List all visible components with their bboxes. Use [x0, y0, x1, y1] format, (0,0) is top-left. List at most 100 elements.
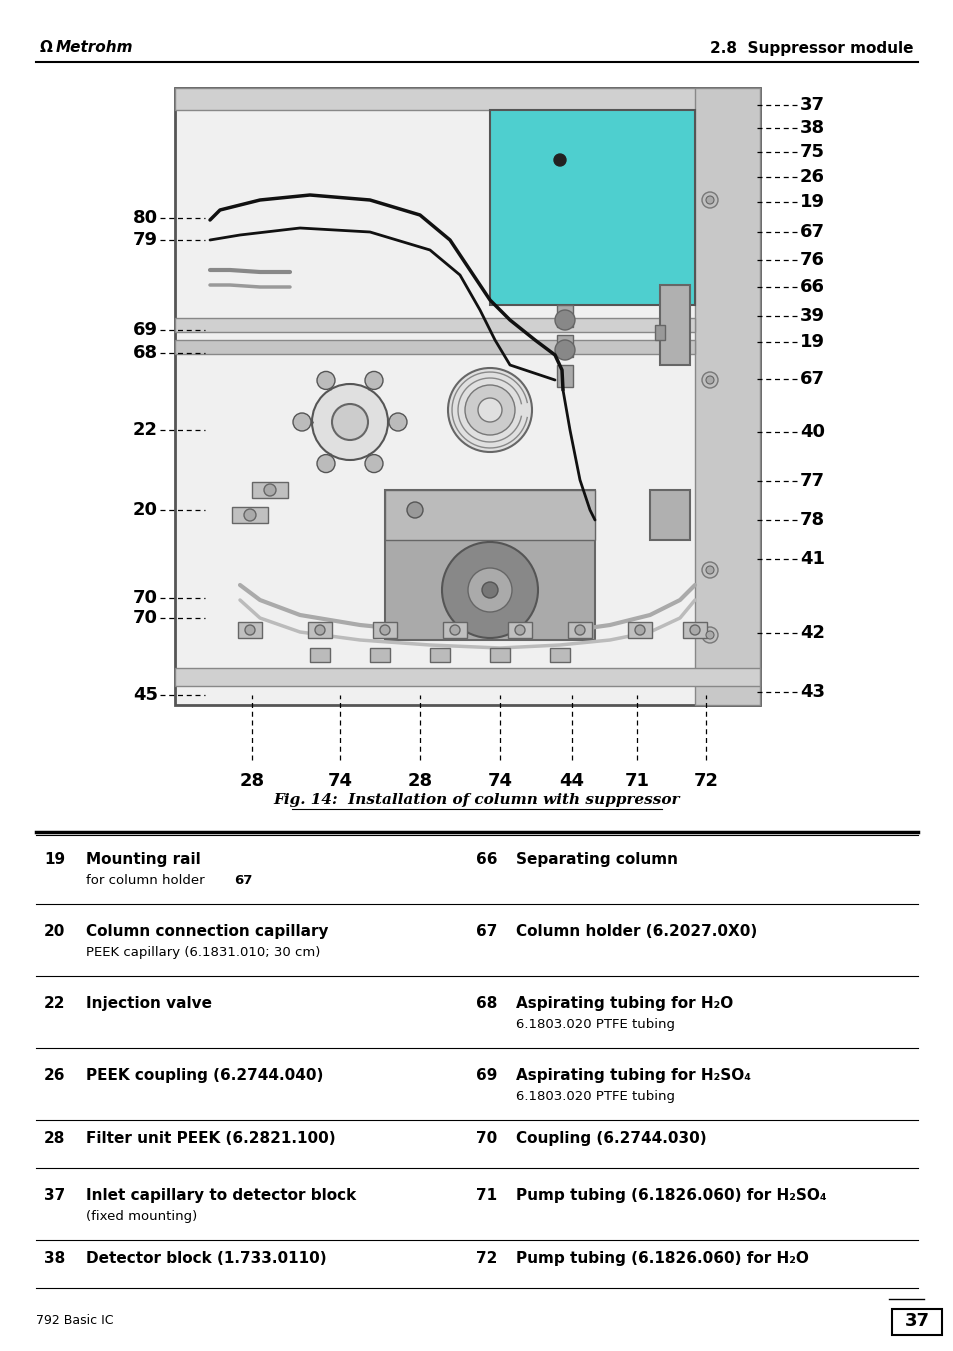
Text: for column holder: for column holder [86, 874, 209, 888]
Text: 792 Basic IC: 792 Basic IC [36, 1315, 113, 1328]
Text: 41: 41 [800, 550, 824, 567]
Text: 40: 40 [800, 423, 824, 440]
Bar [442, 621, 467, 638]
Text: Aspirating tubing for H₂O: Aspirating tubing for H₂O [516, 996, 733, 1011]
Text: Mounting rail: Mounting rail [86, 852, 200, 867]
Text: 20: 20 [44, 924, 66, 939]
Circle shape [705, 631, 713, 639]
Circle shape [705, 376, 713, 384]
Text: 28: 28 [239, 771, 264, 790]
Text: 70: 70 [132, 609, 158, 627]
Circle shape [448, 367, 532, 453]
Bar [659, 285, 689, 365]
Circle shape [481, 582, 497, 598]
Text: 67: 67 [233, 874, 253, 888]
Text: 19: 19 [800, 193, 824, 211]
Bar [557, 365, 573, 386]
Bar [695, 88, 760, 705]
Circle shape [477, 399, 501, 422]
Bar [310, 648, 330, 662]
Text: 6.1803.020 PTFE tubing: 6.1803.020 PTFE tubing [516, 1090, 675, 1104]
Bar [557, 305, 573, 327]
Circle shape [332, 404, 368, 440]
Bar [370, 648, 390, 662]
Text: 72: 72 [476, 1251, 497, 1266]
Circle shape [701, 192, 718, 208]
Text: 38: 38 [44, 1251, 65, 1266]
Bar [655, 326, 664, 340]
Text: 67: 67 [476, 924, 497, 939]
Text: 74: 74 [487, 771, 512, 790]
Text: Ω: Ω [40, 41, 52, 55]
Text: 70: 70 [476, 1131, 497, 1146]
Text: Separating column: Separating column [516, 852, 678, 867]
Bar [627, 621, 651, 638]
Circle shape [705, 196, 713, 204]
Text: Coupling (6.2744.030): Coupling (6.2744.030) [516, 1131, 706, 1146]
Text: Fig. 14:  Installation of column with suppressor: Fig. 14: Installation of column with sup… [274, 793, 679, 807]
Text: PEEK capillary (6.1831.010; 30 cm): PEEK capillary (6.1831.010; 30 cm) [86, 947, 320, 959]
Circle shape [264, 484, 275, 496]
Bar [557, 335, 573, 357]
Circle shape [555, 340, 575, 359]
Text: 76: 76 [800, 251, 824, 269]
Bar [430, 648, 450, 662]
Text: Inlet capillary to detector block: Inlet capillary to detector block [86, 1188, 355, 1202]
Circle shape [635, 626, 644, 635]
Text: Column connection capillary: Column connection capillary [86, 924, 328, 939]
Bar [550, 648, 569, 662]
Bar [490, 648, 510, 662]
Text: 67: 67 [800, 223, 824, 240]
Text: 78: 78 [800, 511, 824, 530]
Text: 45: 45 [132, 686, 158, 704]
Bar [507, 621, 532, 638]
Circle shape [441, 542, 537, 638]
Text: 19: 19 [800, 332, 824, 351]
Text: Detector block (1.733.0110): Detector block (1.733.0110) [86, 1251, 326, 1266]
Circle shape [316, 372, 335, 389]
Text: 79: 79 [132, 231, 158, 249]
Text: 28: 28 [44, 1131, 66, 1146]
Text: 37: 37 [903, 1312, 928, 1329]
Circle shape [554, 154, 565, 166]
Text: PEEK coupling (6.2744.040): PEEK coupling (6.2744.040) [86, 1067, 323, 1084]
Text: Aspirating tubing for H₂SO₄: Aspirating tubing for H₂SO₄ [516, 1067, 750, 1084]
Text: 66: 66 [800, 278, 824, 296]
Text: 67: 67 [800, 370, 824, 388]
Text: 74: 74 [327, 771, 352, 790]
Text: 26: 26 [800, 168, 824, 186]
Text: 37: 37 [800, 96, 824, 113]
Text: 70: 70 [132, 589, 158, 607]
Text: Column holder (6.2027.0X0): Column holder (6.2027.0X0) [516, 924, 757, 939]
Text: Injection valve: Injection valve [86, 996, 212, 1011]
Bar [252, 482, 288, 499]
Text: 69: 69 [132, 322, 158, 339]
Circle shape [245, 626, 254, 635]
Circle shape [464, 385, 515, 435]
Bar [308, 621, 332, 638]
Bar [232, 507, 268, 523]
Text: 77: 77 [800, 471, 824, 490]
Bar [490, 109, 695, 305]
Text: 71: 71 [624, 771, 649, 790]
Circle shape [515, 626, 524, 635]
Circle shape [314, 626, 325, 635]
Bar [682, 621, 706, 638]
Circle shape [293, 413, 311, 431]
Circle shape [316, 454, 335, 473]
Text: 43: 43 [800, 684, 824, 701]
Circle shape [701, 372, 718, 388]
Text: 22: 22 [132, 422, 158, 439]
Circle shape [575, 626, 584, 635]
Text: 22: 22 [44, 996, 66, 1011]
Circle shape [379, 626, 390, 635]
Text: 6.1803.020 PTFE tubing: 6.1803.020 PTFE tubing [516, 1019, 675, 1031]
Circle shape [312, 384, 388, 459]
Bar [891, 1309, 941, 1335]
Text: Metrohm: Metrohm [56, 41, 133, 55]
Circle shape [365, 454, 382, 473]
Text: 72: 72 [693, 771, 718, 790]
Text: 2.8  Suppressor module: 2.8 Suppressor module [710, 41, 913, 55]
Bar [237, 621, 262, 638]
Circle shape [407, 503, 422, 517]
